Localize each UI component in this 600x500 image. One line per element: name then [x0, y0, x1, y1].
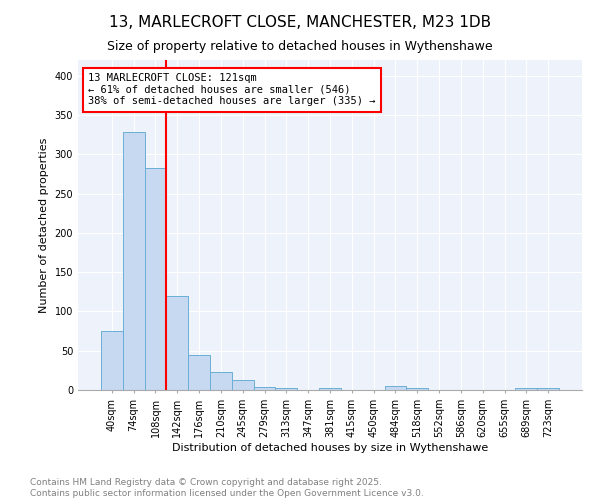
- Bar: [537, 388, 559, 390]
- Bar: [385, 386, 406, 390]
- Bar: [101, 331, 123, 390]
- Text: 13 MARLECROFT CLOSE: 121sqm
← 61% of detached houses are smaller (546)
38% of se: 13 MARLECROFT CLOSE: 121sqm ← 61% of det…: [88, 73, 376, 106]
- Bar: [166, 296, 188, 390]
- Bar: [515, 388, 537, 390]
- Bar: [188, 356, 210, 390]
- Text: Size of property relative to detached houses in Wythenshawe: Size of property relative to detached ho…: [107, 40, 493, 53]
- X-axis label: Distribution of detached houses by size in Wythenshawe: Distribution of detached houses by size …: [172, 442, 488, 452]
- Bar: [232, 380, 254, 390]
- Bar: [123, 132, 145, 390]
- Bar: [406, 388, 428, 390]
- Y-axis label: Number of detached properties: Number of detached properties: [39, 138, 49, 312]
- Text: Contains HM Land Registry data © Crown copyright and database right 2025.
Contai: Contains HM Land Registry data © Crown c…: [30, 478, 424, 498]
- Bar: [145, 168, 166, 390]
- Text: 13, MARLECROFT CLOSE, MANCHESTER, M23 1DB: 13, MARLECROFT CLOSE, MANCHESTER, M23 1D…: [109, 15, 491, 30]
- Bar: [319, 388, 341, 390]
- Bar: [275, 388, 297, 390]
- Bar: [210, 372, 232, 390]
- Bar: [254, 387, 275, 390]
